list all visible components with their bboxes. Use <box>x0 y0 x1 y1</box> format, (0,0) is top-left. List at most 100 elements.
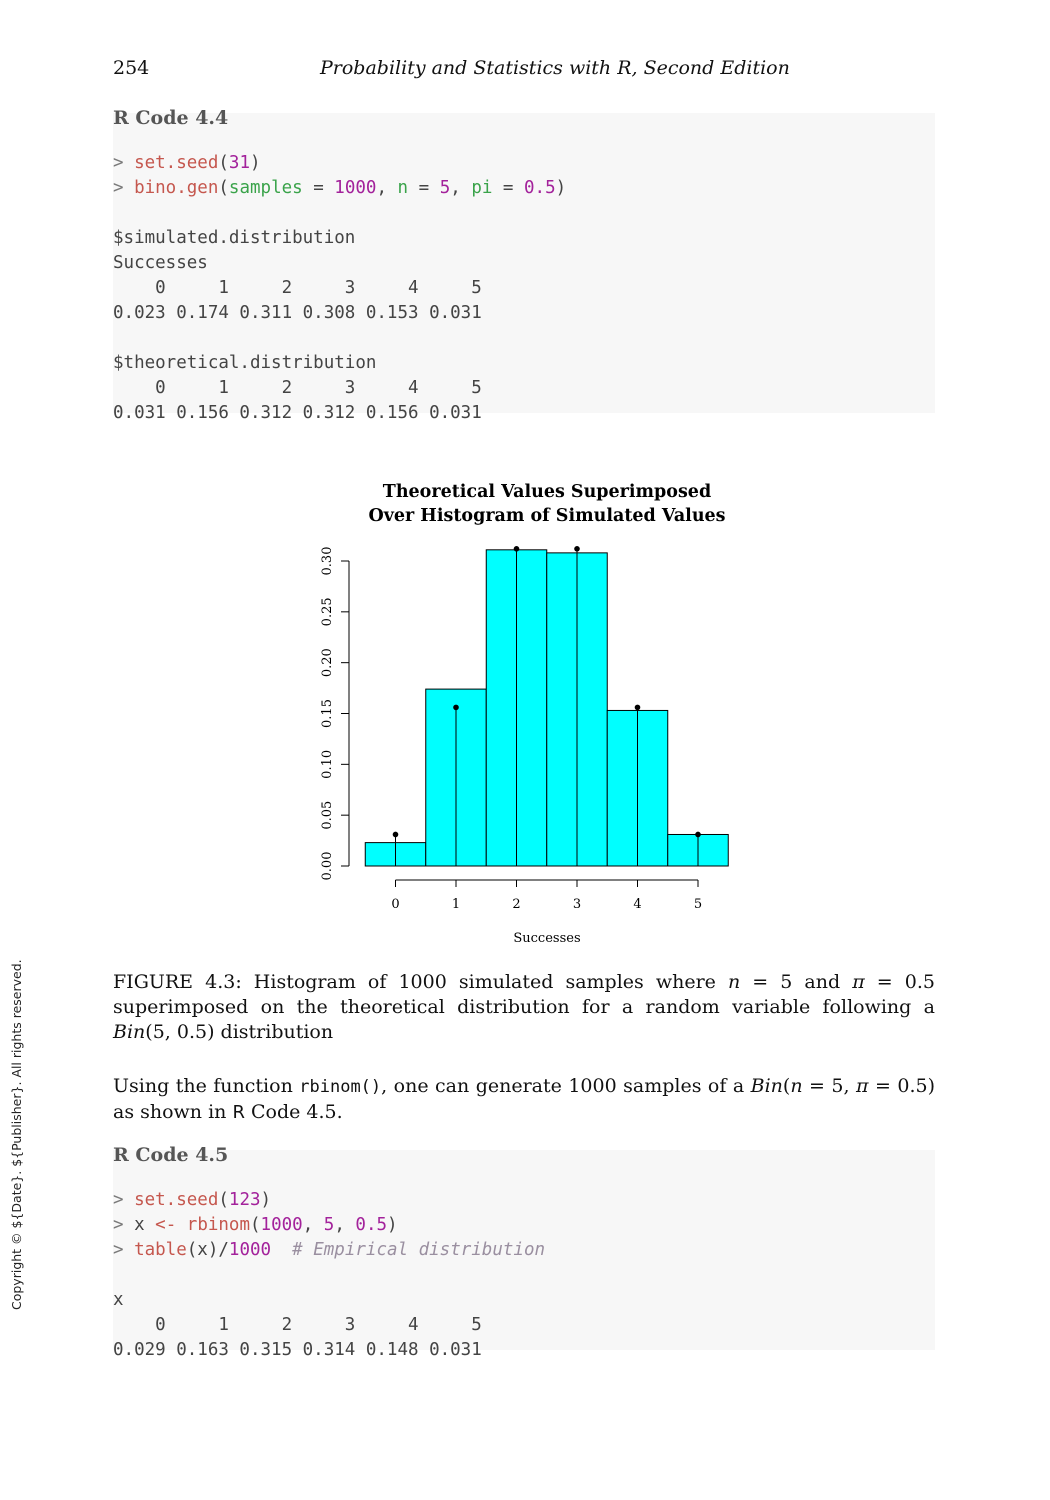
page-number: 254 <box>113 57 150 79</box>
code-token: bino.gen <box>134 178 219 198</box>
code-token: ( <box>218 178 229 198</box>
code-token: ( <box>250 1215 261 1235</box>
theoretical-point <box>695 831 701 838</box>
copyright-notice: Copyright © ${Date}. ${Publisher}. All r… <box>9 959 24 1310</box>
theoretical-point <box>392 831 399 838</box>
x-tick-label: 1 <box>452 897 460 912</box>
code-line: 0.031 0.156 0.312 0.312 0.156 0.031 <box>113 403 482 423</box>
code-token: n <box>397 178 409 198</box>
chart-title: Over Histogram of Simulated Values <box>368 506 725 526</box>
code-token: > <box>113 153 135 173</box>
code-token: 0 1 2 3 4 5 <box>113 1315 482 1335</box>
code-token: (x)/ <box>186 1240 229 1260</box>
code-token: 1000 <box>260 1215 303 1235</box>
y-tick-label: 0.15 <box>320 699 335 728</box>
code-token <box>271 1240 292 1260</box>
code-block-title: R Code 4.4 <box>113 107 229 129</box>
inline-code: rbinom() <box>299 1077 382 1097</box>
r-code-block-4-5: R Code 4.5 > set.seed(123) > x <- rbinom… <box>113 1144 935 1360</box>
code-token: $theoretical.distribution <box>113 353 377 373</box>
body-paragraph: Using the function rbinom(), one can gen… <box>113 1074 935 1125</box>
code-line: x <box>113 1290 124 1310</box>
r-code-block-4-4: R Code 4.4 > set.seed(31) > bino.gen(sam… <box>113 107 935 423</box>
x-tick-label: 4 <box>633 897 641 912</box>
code-token: , <box>334 1215 356 1235</box>
code-token: samples <box>228 178 303 198</box>
code-line: > bino.gen(samples = 1000, n = 5, pi = 0… <box>113 178 566 198</box>
paragraph-text: Using the function <box>113 1075 300 1097</box>
chart-title: Theoretical Values Superimposed <box>383 482 711 502</box>
code-token: 5 <box>323 1215 335 1235</box>
code-block-title: R Code 4.5 <box>113 1144 229 1166</box>
code-line: > set.seed(31) <box>113 153 261 173</box>
x-tick-label: 0 <box>391 897 399 912</box>
code-token: > <box>113 1215 135 1235</box>
theoretical-point <box>574 546 580 552</box>
code-token: 31 <box>228 153 250 173</box>
code-token: > <box>113 178 135 198</box>
code-token: 0.5 <box>355 1215 388 1235</box>
code-token: 0 1 2 3 4 5 <box>113 278 482 298</box>
code-token: 123 <box>228 1190 261 1210</box>
x-tick-label: 5 <box>694 897 702 912</box>
code-token: 1000 <box>228 1240 272 1260</box>
code-token: ( <box>218 153 229 173</box>
code-token: 0.023 0.174 0.311 0.308 0.153 0.031 <box>113 303 482 323</box>
code-token: 1000 <box>334 178 377 198</box>
code-token: ( <box>218 1190 229 1210</box>
code-token: = <box>408 178 440 198</box>
theoretical-point <box>634 704 641 711</box>
code-line: Successes <box>113 253 208 273</box>
x-axis-label: Successes <box>513 931 580 946</box>
code-token: set.seed <box>134 153 219 173</box>
theoretical-point <box>453 704 459 711</box>
code-line: 0.029 0.163 0.315 0.314 0.148 0.031 <box>113 1340 482 1360</box>
code-token: rbinom <box>186 1215 250 1235</box>
code-token: ) <box>260 1190 272 1210</box>
y-tick-label: 0.30 <box>320 547 335 576</box>
code-line: $theoretical.distribution <box>113 353 376 373</box>
code-token: pi <box>471 178 493 198</box>
x-tick-label: 2 <box>512 897 520 912</box>
code-token: > <box>113 1190 135 1210</box>
y-tick-label: 0.20 <box>320 648 335 677</box>
code-line: 0 1 2 3 4 5 <box>113 278 482 298</box>
x-tick-label: 3 <box>573 897 581 912</box>
code-token: # Empirical distribution <box>292 1240 546 1260</box>
y-tick-label: 0.00 <box>320 852 335 881</box>
code-token: $simulated.distribution <box>113 228 356 248</box>
paragraph-text: , one can generate 1000 samples of a Bin… <box>113 1075 935 1123</box>
y-tick-label: 0.05 <box>320 801 335 830</box>
code-token: set.seed <box>134 1190 219 1210</box>
code-token: x <box>113 1290 124 1310</box>
code-token: 5 <box>439 178 451 198</box>
figure-caption: FIGURE 4.3: Histogram of 1000 simulated … <box>113 971 935 1043</box>
running-title: Probability and Statistics with R, Secon… <box>320 57 790 79</box>
code-line: > set.seed(123) <box>113 1190 271 1210</box>
code-token: , <box>450 178 472 198</box>
code-token: 0 1 2 3 4 5 <box>113 378 482 398</box>
theoretical-point <box>513 546 520 552</box>
code-token: = <box>492 178 524 198</box>
code-line: 0 1 2 3 4 5 <box>113 1315 482 1335</box>
code-line: $simulated.distribution <box>113 228 355 248</box>
code-token: ) <box>555 178 567 198</box>
r-reference: R <box>232 1102 245 1123</box>
code-token: ) <box>250 153 261 173</box>
code-token: , <box>302 1215 324 1235</box>
y-tick-label: 0.25 <box>320 597 335 626</box>
paragraph-text: Code 4.5. <box>244 1101 343 1123</box>
code-line: 0.023 0.174 0.311 0.308 0.153 0.031 <box>113 303 482 323</box>
code-token: ) <box>387 1215 398 1235</box>
code-token: <- <box>155 1215 177 1235</box>
code-lines: > set.seed(31) > bino.gen(samples = 1000… <box>113 151 566 426</box>
code-token: table <box>134 1240 187 1260</box>
code-token: Successes <box>113 253 208 273</box>
code-line: > table(x)/1000 # Empirical distribution <box>113 1240 545 1260</box>
code-lines: > set.seed(123) > x <- rbinom(1000, 5, 0… <box>113 1188 545 1363</box>
code-token: = <box>302 178 335 198</box>
y-tick-label: 0.10 <box>320 750 335 779</box>
code-token: , <box>376 178 398 198</box>
code-token: > <box>113 1240 135 1260</box>
